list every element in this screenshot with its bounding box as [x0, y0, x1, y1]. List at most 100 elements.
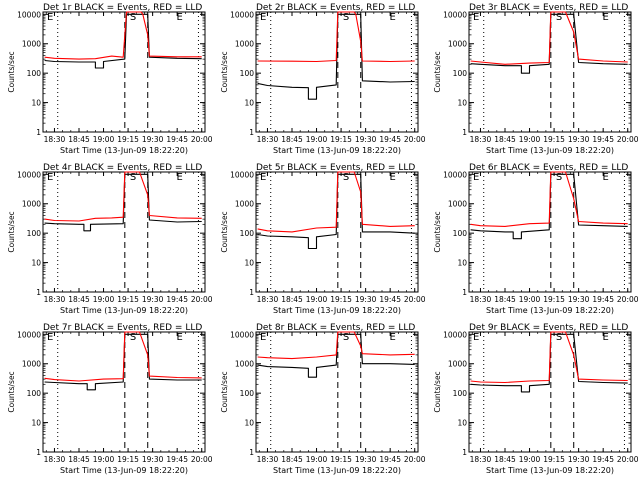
- detector-panel: Det 2r BLACK = Events, RED = LLD 1 10 100 10…: [213, 0, 426, 160]
- x-tick-label: 19:00: [519, 295, 541, 304]
- x-tick-label: 18:30: [257, 135, 279, 144]
- panel-plot: Det 6r BLACK = Events, RED = LLD 1 10 100 10…: [433, 163, 639, 315]
- x-tick-label: 19:00: [306, 455, 328, 464]
- y-axis-label: Counts/sec: [220, 371, 229, 412]
- y-tick-label: 10000: [17, 10, 41, 19]
- series-line-lld: [470, 331, 628, 384]
- series-line-lld: [470, 11, 628, 65]
- x-tick-label: 18:45: [494, 455, 516, 464]
- x-tick-label: 19:30: [355, 135, 377, 144]
- y-tick-label: 1: [249, 288, 254, 297]
- x-tick-label: 18:30: [257, 455, 279, 464]
- region-marker: S: [130, 172, 136, 183]
- x-tick-label: 18:45: [494, 295, 516, 304]
- region-marker: E: [389, 12, 395, 23]
- y-tick-label: 10000: [443, 10, 467, 19]
- y-tick-label: 1: [36, 288, 41, 297]
- x-tick-label: 18:45: [281, 295, 303, 304]
- y-tick-label: 1: [249, 448, 254, 457]
- y-tick-label: 1: [462, 288, 467, 297]
- panel-title: Det 6r BLACK = Events, RED = LLD: [469, 163, 628, 173]
- region-marker: S: [556, 172, 562, 183]
- detector-panel: Det 8r BLACK = Events, RED = LLD 1 10 100 10…: [213, 320, 426, 480]
- x-tick-label: 19:00: [93, 455, 115, 464]
- region-marker: E: [47, 332, 53, 343]
- region-marker: E: [473, 12, 479, 23]
- series-line-lld: [257, 171, 415, 233]
- x-tick-label: 20:00: [404, 455, 426, 464]
- x-axis-label: Start Time (13-Jun-09 18:22:20): [60, 466, 188, 475]
- panel-title: Det 7r BLACK = Events, RED = LLD: [43, 323, 202, 333]
- region-marker: E: [176, 332, 182, 343]
- x-tick-label: 19:15: [330, 135, 352, 144]
- panel-title: Det 1r BLACK = Events, RED = LLD: [43, 3, 202, 13]
- region-marker: E: [473, 172, 479, 183]
- x-axis-label: Start Time (13-Jun-09 18:22:20): [60, 146, 188, 155]
- y-tick-label: 100: [453, 389, 468, 398]
- y-tick-label: 10000: [443, 170, 467, 179]
- detector-panel: Det 4r BLACK = Events, RED = LLD 1 10 100 10…: [0, 160, 213, 320]
- x-tick-label: 20:00: [191, 135, 213, 144]
- x-tick-label: 19:15: [330, 295, 352, 304]
- x-tick-label: 19:15: [543, 135, 565, 144]
- series-line-events: [44, 333, 202, 391]
- y-tick-label: 10: [244, 419, 254, 428]
- series-line-events: [44, 173, 202, 232]
- x-tick-label: 18:30: [44, 295, 66, 304]
- x-tick-label: 19:45: [379, 135, 401, 144]
- x-tick-label: 20:00: [617, 295, 639, 304]
- detector-panel: Det 5r BLACK = Events, RED = LLD 1 10 100 10…: [213, 160, 426, 320]
- detector-panel: Det 1r BLACK = Events, RED = LLD 1 10 100 10…: [0, 0, 213, 160]
- y-axis-label: Counts/sec: [433, 211, 442, 252]
- plot-frame: [255, 11, 419, 133]
- x-axis-label: Start Time (13-Jun-09 18:22:20): [486, 466, 614, 475]
- x-axis-label: Start Time (13-Jun-09 18:22:20): [273, 146, 401, 155]
- y-axis-label: Counts/sec: [220, 211, 229, 252]
- x-tick-label: 18:45: [68, 455, 90, 464]
- series-line-events: [470, 13, 628, 74]
- panel-plot: Det 9r BLACK = Events, RED = LLD 1 10 100 10…: [433, 323, 639, 475]
- y-axis-label: Counts/sec: [220, 51, 229, 92]
- y-tick-label: 1: [249, 128, 254, 137]
- y-tick-label: 10: [457, 419, 467, 428]
- region-marker: S: [343, 12, 349, 23]
- panel-plot: Det 4r BLACK = Events, RED = LLD 1 10 100 10…: [7, 163, 213, 315]
- region-marker: S: [130, 332, 136, 343]
- x-tick-label: 20:00: [404, 295, 426, 304]
- y-axis-label: Counts/sec: [433, 371, 442, 412]
- x-tick-label: 20:00: [617, 135, 639, 144]
- region-marker: E: [602, 332, 608, 343]
- y-tick-label: 10: [31, 99, 41, 108]
- x-tick-label: 19:00: [519, 455, 541, 464]
- region-marker: E: [389, 332, 395, 343]
- x-tick-label: 19:30: [355, 295, 377, 304]
- y-tick-label: 10000: [17, 330, 41, 339]
- x-tick-label: 19:15: [117, 295, 139, 304]
- x-tick-label: 19:30: [355, 455, 377, 464]
- y-tick-label: 10: [244, 99, 254, 108]
- x-tick-label: 20:00: [404, 135, 426, 144]
- x-tick-label: 18:45: [494, 135, 516, 144]
- plot-frame: [42, 331, 206, 453]
- y-tick-label: 10000: [230, 330, 254, 339]
- x-tick-label: 19:15: [117, 135, 139, 144]
- x-tick-label: 18:30: [257, 295, 279, 304]
- plot-frame: [42, 171, 206, 293]
- series-line-events: [257, 333, 415, 378]
- x-tick-label: 18:30: [470, 295, 492, 304]
- x-tick-label: 18:30: [44, 135, 66, 144]
- plot-frame: [468, 11, 632, 133]
- region-marker: E: [47, 172, 53, 183]
- panel-plot: Det 2r BLACK = Events, RED = LLD 1 10 100 10…: [220, 3, 426, 155]
- y-tick-label: 100: [240, 389, 255, 398]
- region-marker: E: [389, 172, 395, 183]
- series-line-lld: [44, 331, 202, 382]
- plot-frame: [255, 331, 419, 453]
- region-marker: E: [47, 12, 53, 23]
- region-marker: S: [556, 12, 562, 23]
- y-tick-label: 10: [31, 419, 41, 428]
- y-tick-label: 100: [453, 69, 468, 78]
- series-line-lld: [44, 171, 202, 222]
- y-tick-label: 10: [244, 259, 254, 268]
